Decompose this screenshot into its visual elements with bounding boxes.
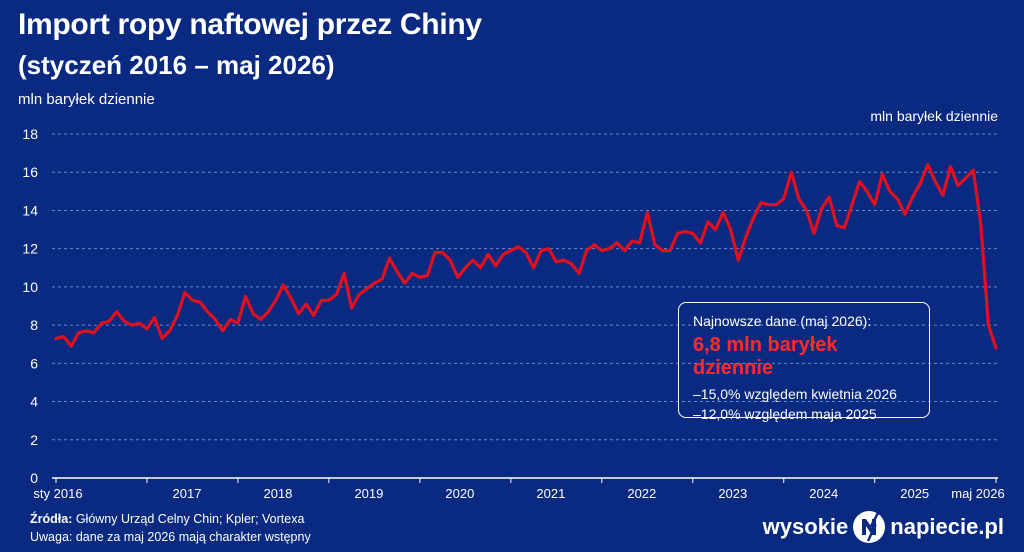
x-tick-label: 2024 — [809, 486, 838, 501]
grid-lines — [52, 133, 998, 479]
x-tick-label: 2020 — [445, 486, 474, 501]
y-tick-label: 4 — [30, 394, 38, 410]
latest-data-callout: Najnowsze dane (maj 2026): 6,8 mln barył… — [678, 302, 930, 422]
series-line — [54, 163, 998, 350]
x-tick-label: 2017 — [173, 486, 202, 501]
y-axis-unit-right: mln baryłek dziennie — [870, 108, 998, 124]
x-tick-label: 2023 — [718, 486, 747, 501]
x-tick-label: 2022 — [627, 486, 656, 501]
y-tick-label: 10 — [22, 279, 38, 295]
y-tick-label: 6 — [30, 355, 38, 371]
sources-text: Główny Urząd Celny Chin; Kpler; Vortexa — [72, 512, 305, 526]
callout-change-year: –12,0% względem maja 2025 — [693, 406, 877, 422]
sources-label: Źródła: — [30, 512, 73, 526]
y-tick-label: 16 — [22, 164, 38, 180]
callout-change-month: –15,0% względem kwietnia 2026 — [693, 386, 897, 402]
brand-part2: napiecie.pl — [890, 514, 1004, 539]
chart-title: Import ropy naftowej przez Chiny — [18, 8, 482, 41]
x-tick-label: sty 2016 — [33, 486, 82, 501]
series-group — [54, 163, 998, 350]
preliminary-note: Uwaga: dane za maj 2026 mają charakter w… — [30, 530, 311, 544]
x-tick-label: 2019 — [354, 486, 383, 501]
x-tick-label: 2018 — [263, 486, 292, 501]
sources-note: Źródła: Główny Urząd Celny Chin; Kpler; … — [30, 512, 304, 526]
chart-subtitle: (styczeń 2016 – maj 2026) — [18, 50, 335, 80]
y-tick-label: 8 — [30, 317, 38, 333]
y-tick-label: 18 — [22, 126, 38, 142]
callout-heading: Najnowsze dane (maj 2026): — [693, 313, 872, 329]
y-axis-unit-left: mln baryłek dziennie — [18, 91, 155, 108]
y-tick-label: 12 — [22, 241, 38, 257]
brand-logo: wysokie napiecie.pl — [763, 509, 1004, 545]
y-tick-label: 14 — [22, 202, 38, 218]
x-tick-label: 2021 — [536, 486, 565, 501]
callout-value: 6,8 mln baryłek dziennie — [693, 334, 838, 379]
x-tick-label: maj 2026 — [951, 486, 1004, 501]
x-tick-label: 2025 — [900, 486, 929, 501]
y-tick-labels: 0 2 4 6 8 10 12 14 16 18 — [22, 126, 38, 486]
lightning-n-icon — [853, 511, 886, 543]
x-tick-labels: sty 2016 2017 2018 2019 2020 2021 2022 2023 2024… — [33, 478, 1005, 501]
brand-part1: wysokie — [762, 514, 849, 539]
y-tick-label: 0 — [30, 470, 38, 486]
y-tick-label: 2 — [30, 432, 38, 448]
